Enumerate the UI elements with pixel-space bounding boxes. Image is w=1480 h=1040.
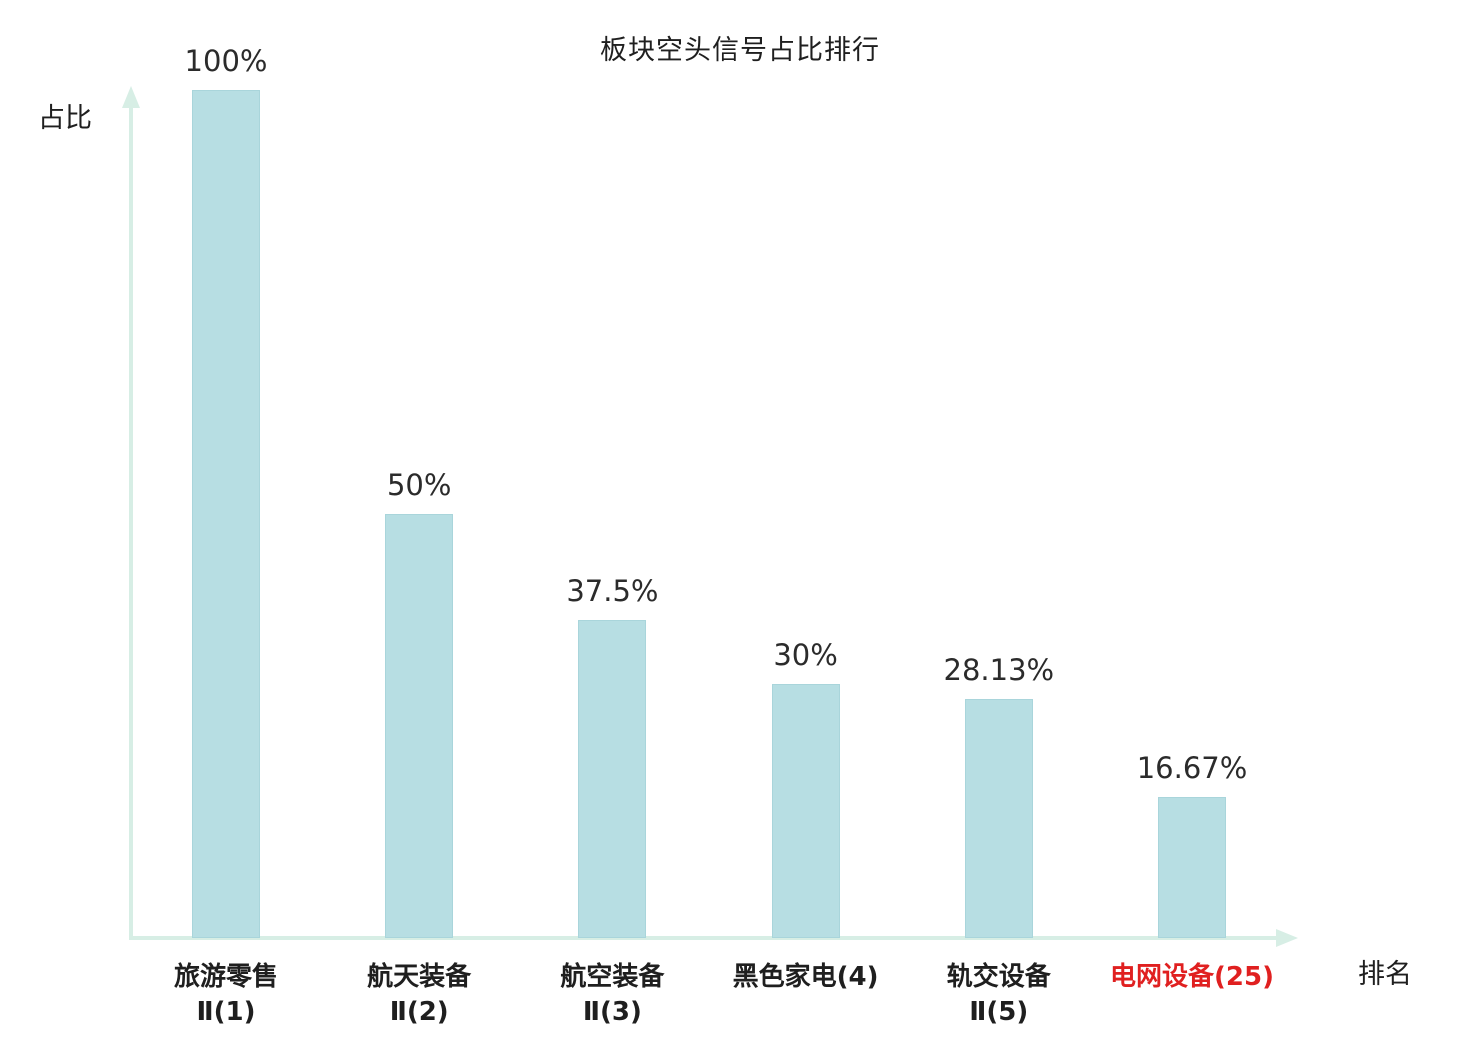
x-axis-arrow-icon <box>1276 929 1298 947</box>
bar-value-label: 30% <box>773 637 838 672</box>
bar-value-label: 37.5% <box>566 574 659 608</box>
bar <box>964 699 1033 938</box>
bar <box>385 514 454 938</box>
bar-category-label: 轨交设备 Ⅱ(5) <box>946 962 1051 1027</box>
bar-category-label: 航空装备 Ⅱ(3) <box>560 962 665 1027</box>
bar <box>578 620 647 938</box>
bar <box>771 683 840 938</box>
bar-value-label: 50% <box>386 468 452 502</box>
bar-category-label: 航天装备 Ⅱ(2) <box>367 962 472 1027</box>
bar <box>192 90 260 938</box>
bar-category-label: 旅游零售 Ⅱ(1) <box>173 962 278 1027</box>
bar-category-label: 电网设备(25) <box>1110 962 1274 992</box>
chart-title: 板块空头信号占比排行 <box>600 35 880 66</box>
bar <box>1158 796 1226 938</box>
x-axis-label: 排名 <box>1358 959 1412 990</box>
bar-value-label: 28.13% <box>943 653 1055 688</box>
bar-value-label: 16.67% <box>1136 750 1248 785</box>
y-axis-arrow-icon <box>122 86 140 108</box>
bar-value-label: 100% <box>184 44 268 78</box>
y-axis-label: 占比 <box>38 103 92 134</box>
bar-category-label: 黑色家电(4) <box>732 962 879 992</box>
